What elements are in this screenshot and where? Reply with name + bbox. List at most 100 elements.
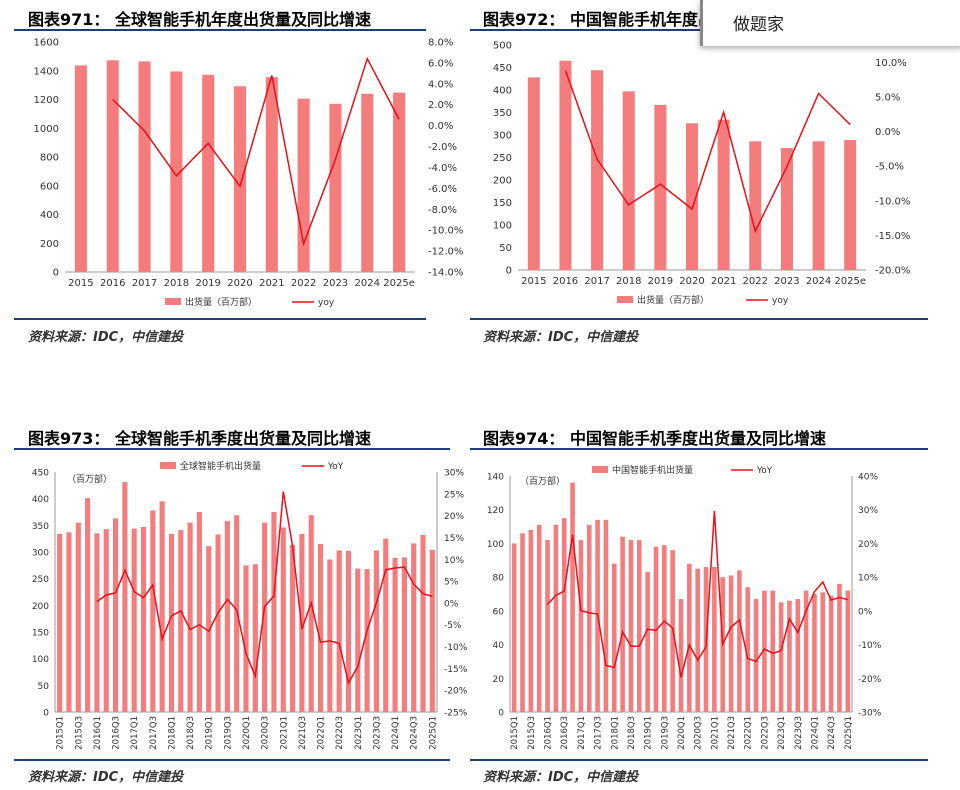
chart2-x-tick-label: 2016Q1	[93, 716, 103, 750]
chart0-left-tick-label: 1200	[34, 95, 59, 106]
chart2-x-tick-label: 2016Q3	[112, 716, 122, 750]
chart3-bar	[837, 583, 842, 712]
chart0-bar	[74, 65, 87, 273]
panel-3-top-rule	[14, 448, 450, 450]
chart2-legend-line-label: YoY	[327, 462, 344, 472]
panel-1-bottom-rule	[14, 318, 426, 320]
chart1-bar	[654, 104, 667, 270]
chart0-right-tick-label: -8.0%	[428, 205, 457, 216]
chart2-bar	[85, 498, 91, 712]
chart3-bar	[636, 540, 642, 712]
chart1-x-tick-label: 2020	[679, 276, 704, 287]
chart2-bar	[215, 534, 221, 712]
chart2-bar	[75, 522, 81, 712]
chart3-left-tick-label: 60	[493, 607, 505, 617]
chart1-right-tick-label: -10.0%	[875, 196, 910, 207]
chart0-bar	[106, 60, 119, 272]
chart0-left-tick-label: 1000	[34, 124, 59, 135]
chart3-x-tick-label: 2023Q1	[777, 716, 787, 750]
chart1-right-tick-label: 5.0%	[875, 92, 900, 103]
chart2-unit-note: （百万部）	[67, 473, 112, 485]
chart0-legend-bar-swatch	[165, 298, 181, 305]
chart3-bar	[687, 563, 692, 712]
chart1-bar	[591, 70, 604, 270]
chart3-bar	[561, 518, 567, 712]
chart1-left-tick-label: 400	[493, 86, 512, 97]
chart2-bar	[308, 515, 314, 712]
chart3-bar	[645, 572, 650, 712]
chart1-bar	[685, 123, 699, 270]
chart3-left-tick-label: 20	[493, 675, 505, 685]
chart2-yoy-line	[96, 491, 433, 685]
chart2-bar	[411, 543, 417, 712]
chart3-x-tick-label: 2019Q1	[644, 716, 654, 750]
chart2-bar	[224, 521, 230, 712]
chart2-bar	[345, 550, 352, 712]
chart2-bar	[290, 545, 296, 712]
chart2-left-tick-label: 400	[32, 495, 49, 505]
chart2-left-tick-label: 300	[32, 549, 49, 559]
chart3-bar	[611, 563, 617, 712]
chart0-bar	[265, 77, 278, 272]
chart3-x-tick-label: 2020Q3	[694, 716, 704, 750]
chart0-bar	[170, 71, 183, 272]
chart1-left-tick-label: 300	[493, 131, 512, 142]
chart3-bar	[578, 540, 584, 712]
chart3-bar	[812, 594, 817, 712]
chart3-x-tick-label: 2022Q3	[760, 716, 770, 750]
panel-3-title: 图表973： 全球智能手机季度出货量及同比增速	[28, 429, 371, 448]
chart2-x-tick-label: 2021Q1	[279, 716, 289, 750]
chart3-bar	[778, 602, 784, 712]
chart3-x-tick-label: 2024Q3	[827, 716, 837, 750]
chart1-right-tick-label: -15.0%	[875, 231, 910, 242]
chart0-x-tick-label: 2016	[100, 278, 125, 289]
chart1-left-tick-label: 50	[499, 243, 512, 254]
panel-2-bottom-rule	[470, 318, 928, 320]
chart2-bar	[112, 518, 119, 712]
chart3-x-tick-label: 2017Q3	[594, 716, 604, 750]
chart2-bar	[140, 526, 147, 712]
chart0-right-tick-label: 6.0%	[428, 58, 453, 69]
chart1-bar	[780, 148, 793, 270]
chart3-left-tick-label: 0	[498, 709, 504, 719]
chart3-x-tick-label: 2018Q1	[610, 716, 620, 750]
chart0-right-tick-label: 8.0%	[428, 38, 453, 49]
chart2-x-tick-label: 2024Q1	[391, 716, 401, 750]
chart1-left-tick-label: 500	[493, 41, 512, 52]
chart0-left-tick-label: 400	[40, 210, 59, 221]
chart1-left-tick-label: 150	[493, 198, 512, 209]
chart3-legend-bar-label: 中国智能手机出货量	[612, 464, 693, 476]
chart0-left-tick-label: 800	[40, 153, 59, 164]
chart2-x-tick-label: 2019Q3	[223, 716, 233, 750]
chart3-bar	[737, 570, 742, 712]
chart0-right-tick-label: -6.0%	[428, 184, 457, 195]
chart1-yoy-line	[564, 70, 851, 234]
chart3-bar	[570, 482, 575, 712]
popup-overlay[interactable]: 做题家	[700, 0, 960, 46]
chart0-bar	[329, 103, 342, 272]
chart3-right-tick-label: 0%	[858, 607, 873, 617]
chart2-x-tick-label: 2024Q3	[410, 716, 420, 750]
chart3-bar	[803, 590, 809, 712]
chart1-x-tick-label: 2021	[711, 276, 736, 287]
chart3-bar	[745, 587, 751, 712]
chart0-x-tick-label: 2025e	[383, 278, 415, 289]
chart3-right-tick-label: -20%	[858, 675, 882, 685]
chart2-bar	[234, 515, 240, 712]
chart0-x-tick-label: 2015	[68, 278, 93, 289]
chart1-right-tick-label: 10.0%	[875, 58, 907, 69]
chart3-right-tick-label: -10%	[858, 641, 882, 651]
chart0-yoy-line	[112, 56, 400, 247]
chart3-right-tick-label: 40%	[858, 473, 878, 483]
chart1-x-tick-label: 2025e	[834, 276, 866, 287]
chart2-x-tick-label: 2015Q1	[56, 716, 66, 750]
chart2-left-tick-label: 200	[32, 602, 49, 612]
chart2-right-tick-label: -15%	[444, 665, 468, 675]
panel-1-source: 资料来源：IDC，中信建投	[28, 330, 184, 345]
panel-1-top-rule	[14, 29, 426, 31]
chart2-bar	[327, 559, 333, 712]
chart2-bar	[159, 501, 165, 712]
panel-4-title: 图表974： 中国智能手机季度出货量及同比增速	[483, 429, 826, 448]
chart3-bar	[787, 600, 792, 712]
chart1-bar	[844, 139, 857, 270]
